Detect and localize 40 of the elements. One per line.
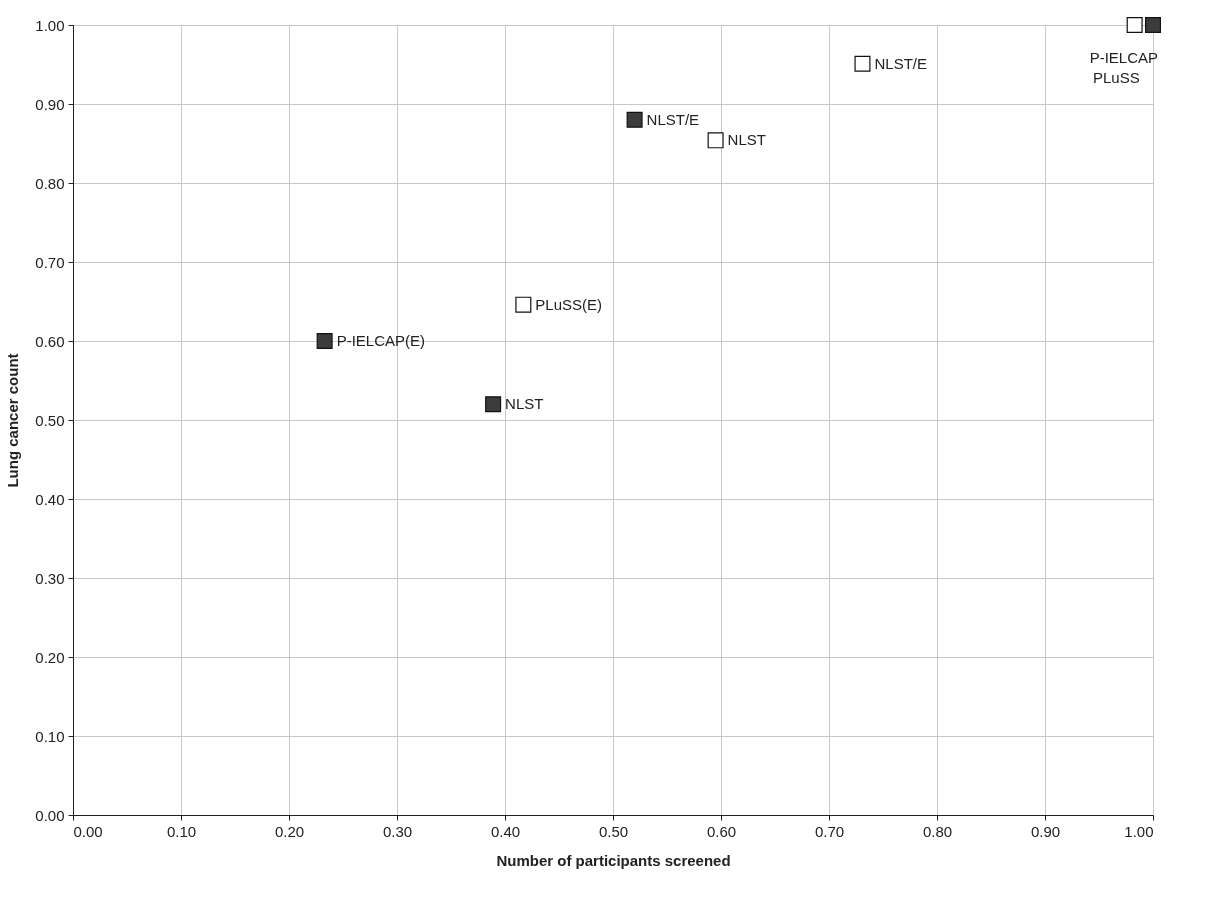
data-label: P-IELCAP(E) [336,332,425,349]
point [854,55,871,72]
data-label: NLST [505,395,544,413]
x-axis-title: Number of participants screened [496,851,731,869]
x-tick-label: 0.50 [598,822,629,840]
y-tick-label: 0.20 [35,648,65,666]
x-tick-label: 0.90 [1030,822,1061,840]
y-tick-label: 0.50 [35,411,65,429]
point [1144,16,1162,34]
y-tick-label: 0.10 [35,727,65,745]
x-tick-label: 0.00 [73,822,103,840]
y-tick-label: 0.40 [35,490,65,508]
x-tick-label: 0.80 [922,822,953,840]
point [1126,16,1143,34]
data-label: NLST/E [646,110,700,128]
point [626,111,643,128]
x-tick-label: 0.70 [814,822,845,840]
point [515,296,532,313]
point [316,332,333,350]
y-tick-label: 0.00 [35,806,65,824]
y-tick-label: 0.80 [35,174,65,192]
data-label: PLuSS(E) [535,295,603,313]
x-tick-label: 0.20 [274,822,305,840]
point [707,132,724,149]
point [485,396,502,413]
y-tick-label: 0.90 [35,95,65,113]
x-tick-label: 0.10 [166,822,197,840]
y-tick-label: 1.00 [35,16,65,34]
x-tick-label: 0.60 [706,822,737,840]
y-tick-label: 0.30 [35,569,65,587]
y-tick-label: 0.60 [35,332,65,350]
x-tick-label: 1.00 [1124,822,1154,840]
data-label: P-IELCAP [1089,49,1158,66]
data-label: NLST/E [874,54,927,72]
y-tick-label: 0.70 [35,253,65,271]
y-axis-title: Lung cancer count [4,353,22,488]
x-tick-label: 0.30 [382,822,413,840]
data-label: PLuSS [1092,69,1140,86]
x-tick-label: 0.40 [490,822,521,840]
data-label: NLST [727,131,766,149]
